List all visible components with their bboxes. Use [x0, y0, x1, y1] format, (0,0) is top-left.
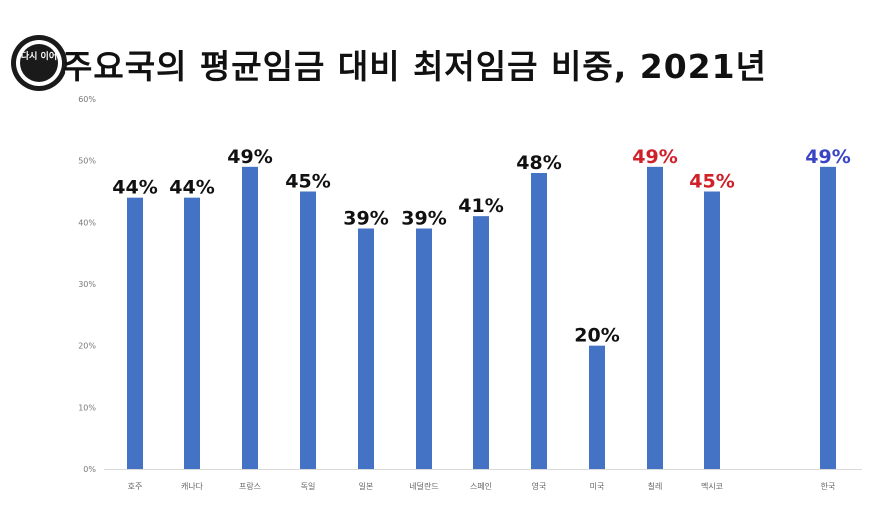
- x-category-label: 칠레: [648, 482, 663, 491]
- data-label: 49%: [632, 146, 677, 168]
- y-tick-label: 20%: [78, 342, 96, 351]
- x-category-label: 한국: [821, 482, 836, 491]
- data-label: 44%: [169, 177, 214, 199]
- data-label: 39%: [343, 208, 388, 230]
- y-tick-label: 50%: [78, 157, 96, 166]
- bar: [127, 197, 143, 469]
- x-category-label: 호주: [128, 482, 143, 491]
- data-label: 45%: [689, 171, 734, 193]
- channel-logo: 다시 이어: [11, 35, 67, 91]
- data-label: 49%: [227, 146, 272, 168]
- bar: [242, 166, 258, 470]
- x-category-label: 스페인: [470, 481, 492, 491]
- x-category-label: 독일: [301, 482, 316, 491]
- y-tick-label: 40%: [78, 218, 96, 227]
- x-category-label: 미국: [590, 482, 605, 491]
- bar: [820, 166, 836, 470]
- x-category-label: 캐나다: [181, 482, 204, 491]
- x-category-label: 영국: [532, 481, 547, 491]
- x-category-label: 프랑스: [239, 481, 261, 491]
- y-tick-label: 60%: [78, 95, 96, 104]
- y-tick-label: 10%: [78, 403, 96, 412]
- chart-title: 주요국의 평균임금 대비 최저임금 비중, 2021년: [62, 47, 767, 86]
- data-label: 41%: [458, 195, 503, 217]
- data-label: 44%: [112, 177, 157, 199]
- data-label: 49%: [805, 146, 850, 168]
- bar: [589, 345, 605, 469]
- bar: [704, 191, 720, 469]
- x-category-label: 네덜란드: [409, 481, 438, 491]
- bar: [184, 197, 200, 469]
- data-label: 48%: [516, 152, 561, 174]
- x-category-label: 일본: [359, 482, 374, 491]
- y-axis: 0% 10% 20% 30% 40% 50% 60%: [78, 95, 96, 474]
- bar: [300, 191, 316, 469]
- y-tick-label: 0%: [83, 465, 96, 474]
- bars: [127, 166, 836, 470]
- data-label: 39%: [401, 208, 446, 230]
- data-labels: 44% 44% 49% 45% 39% 39% 41% 48% 20% 49% 45% 49%: [111, 144, 852, 348]
- logo-text: 다시 이어: [21, 50, 57, 62]
- bar: [473, 216, 489, 469]
- x-category-label: 멕시코: [701, 481, 723, 491]
- bar: [647, 166, 663, 470]
- data-label: 20%: [574, 325, 619, 347]
- x-axis-categories: 호주 캐나다 프랑스 독일 일본 네덜란드 스페인 영국 미국 칠레 멕시코 한국: [128, 481, 836, 491]
- bar: [416, 228, 432, 469]
- bar: [531, 173, 547, 469]
- bar: [358, 228, 374, 469]
- y-tick-label: 30%: [78, 280, 96, 289]
- data-label: 45%: [285, 171, 330, 193]
